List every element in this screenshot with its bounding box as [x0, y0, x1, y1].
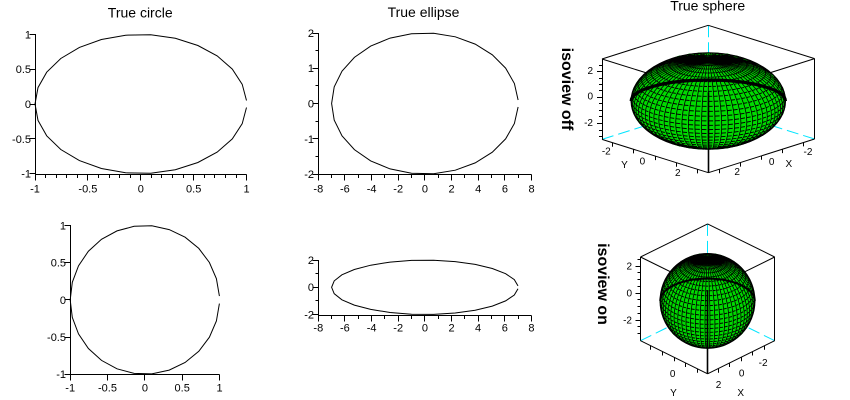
- svg-text:4: 4: [475, 322, 481, 334]
- svg-text:0: 0: [587, 92, 593, 103]
- svg-text:2: 2: [626, 262, 632, 273]
- svg-text:8: 8: [528, 322, 534, 334]
- svg-text:-0.5: -0.5: [47, 332, 66, 344]
- svg-text:0: 0: [25, 99, 31, 111]
- svg-text:Y: Y: [670, 388, 677, 399]
- svg-text:Y: Y: [621, 160, 628, 171]
- svg-text:0: 0: [739, 369, 745, 380]
- svg-text:8: 8: [528, 184, 534, 196]
- svg-text:-0.5: -0.5: [78, 184, 97, 196]
- svg-text:X: X: [737, 388, 744, 399]
- svg-text:1: 1: [308, 63, 314, 75]
- svg-text:0: 0: [308, 99, 314, 111]
- svg-text:isoview off: isoview off: [558, 48, 575, 131]
- svg-text:-1: -1: [65, 383, 75, 395]
- svg-text:1: 1: [25, 30, 31, 42]
- svg-text:-4: -4: [367, 184, 377, 196]
- svg-text:2: 2: [734, 167, 740, 178]
- svg-text:-1: -1: [56, 369, 66, 381]
- svg-text:-2: -2: [759, 358, 768, 369]
- svg-text:4: 4: [475, 184, 481, 196]
- svg-text:2: 2: [448, 322, 454, 334]
- svg-text:-2: -2: [304, 169, 314, 181]
- svg-text:0.5: 0.5: [175, 383, 190, 395]
- svg-text:2: 2: [308, 255, 314, 267]
- svg-text:1: 1: [244, 184, 250, 196]
- svg-text:0: 0: [769, 157, 775, 168]
- svg-text:-6: -6: [340, 322, 350, 334]
- svg-text:True sphere: True sphere: [670, 0, 745, 14]
- svg-text:6: 6: [502, 184, 508, 196]
- svg-text:0.5: 0.5: [51, 258, 66, 270]
- svg-text:True circle: True circle: [108, 5, 173, 21]
- svg-text:0.5: 0.5: [16, 64, 31, 76]
- svg-text:-2: -2: [393, 184, 403, 196]
- svg-text:-0.5: -0.5: [12, 134, 31, 146]
- svg-text:0.5: 0.5: [186, 184, 201, 196]
- svg-text:-6: -6: [340, 184, 350, 196]
- svg-text:-2: -2: [804, 147, 813, 158]
- svg-text:-2: -2: [393, 322, 403, 334]
- svg-text:-2: -2: [304, 310, 314, 322]
- svg-text:0: 0: [670, 369, 676, 380]
- svg-text:0: 0: [138, 184, 144, 196]
- svg-text:-8: -8: [313, 322, 323, 334]
- svg-text:0: 0: [626, 289, 632, 300]
- svg-text:0: 0: [422, 184, 428, 196]
- svg-text:0: 0: [640, 157, 646, 168]
- svg-text:2: 2: [716, 380, 722, 391]
- svg-text:2: 2: [675, 168, 681, 179]
- svg-text:6: 6: [502, 322, 508, 334]
- svg-text:1: 1: [60, 221, 66, 233]
- svg-text:-2: -2: [584, 118, 593, 129]
- svg-text:-1: -1: [30, 184, 40, 196]
- svg-text:-2: -2: [602, 146, 611, 157]
- svg-text:2: 2: [449, 184, 455, 196]
- svg-text:True ellipse: True ellipse: [388, 4, 460, 20]
- svg-text:-2: -2: [623, 316, 632, 327]
- svg-text:2: 2: [308, 28, 314, 40]
- svg-text:0: 0: [308, 282, 314, 294]
- svg-text:-1: -1: [304, 134, 314, 146]
- svg-text:-1: -1: [21, 169, 31, 181]
- svg-text:-8: -8: [313, 184, 323, 196]
- svg-text:-4: -4: [367, 322, 377, 334]
- svg-text:X: X: [785, 159, 792, 170]
- svg-text:isoview on: isoview on: [594, 243, 611, 325]
- svg-text:1: 1: [216, 383, 222, 395]
- svg-text:0: 0: [142, 383, 148, 395]
- svg-text:2: 2: [587, 66, 593, 77]
- svg-text:0: 0: [422, 322, 428, 334]
- svg-text:0: 0: [60, 295, 66, 307]
- svg-text:-0.5: -0.5: [98, 383, 117, 395]
